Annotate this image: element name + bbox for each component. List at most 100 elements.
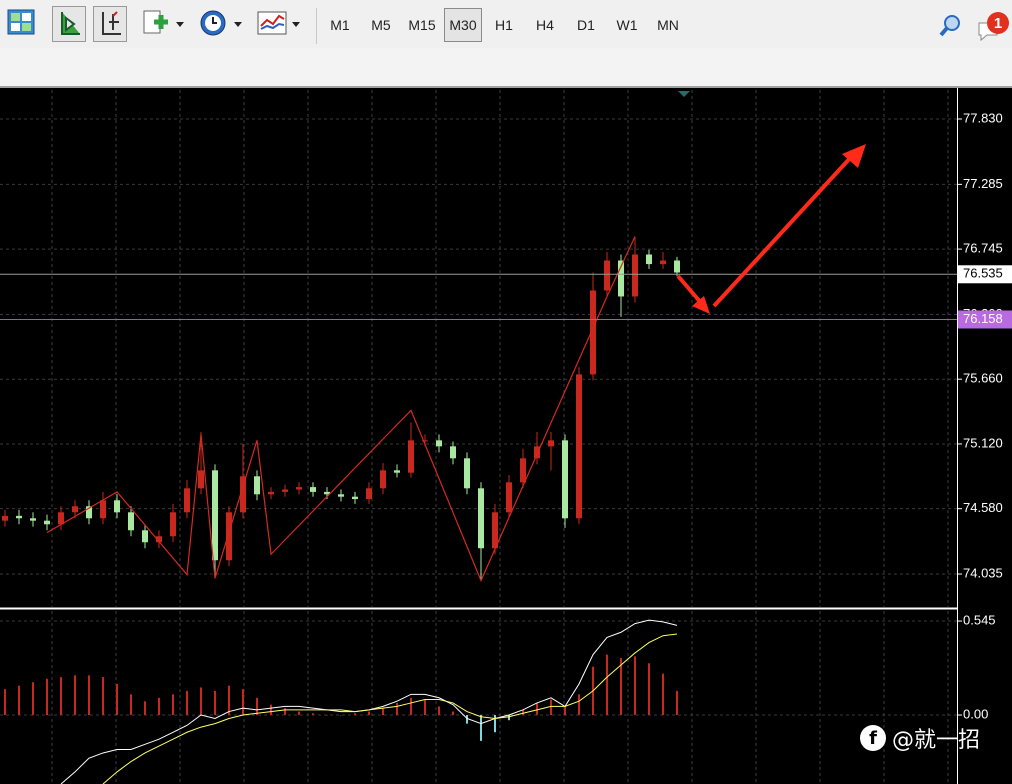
annotation-arrowhead <box>692 296 710 314</box>
candle-body <box>352 496 358 500</box>
candle-body <box>114 500 120 513</box>
candle-body <box>674 260 680 273</box>
y-tick-label: 75.120 <box>963 435 1003 450</box>
histogram-bar <box>144 701 146 716</box>
watermark-text: @就一招 <box>892 728 981 753</box>
candle-body <box>198 470 204 489</box>
candle-body <box>520 458 526 483</box>
timeframe-button[interactable]: H1 <box>495 17 513 33</box>
zigzag-line <box>46 236 636 583</box>
histogram-bar <box>102 677 104 716</box>
chart-bg <box>0 88 1012 784</box>
toolbar: M1 M5 M15 M30 H1 H4 D1 W1 MN 1 <box>0 0 1012 49</box>
notification-badge[interactable]: 1 <box>987 12 1009 34</box>
candle-body <box>422 440 428 442</box>
candle-body <box>310 487 316 492</box>
histogram-bar <box>88 675 90 716</box>
timeframe-button[interactable]: MN <box>657 17 679 33</box>
candle-body <box>646 254 652 265</box>
y-tick-label: 77.830 <box>963 110 1003 125</box>
timeframe-button[interactable]: M5 <box>371 17 391 33</box>
histogram-bar <box>312 713 314 716</box>
timeframe-button[interactable]: M1 <box>330 17 350 33</box>
timeframe-button[interactable]: M30 <box>444 8 482 42</box>
candle-body <box>226 512 232 561</box>
templates-button[interactable] <box>256 8 304 40</box>
histogram-bar <box>270 704 272 716</box>
candle-body <box>618 260 624 297</box>
autoscroll-button[interactable] <box>93 6 127 42</box>
histogram-bar <box>214 690 216 716</box>
search-button[interactable] <box>938 14 964 40</box>
profiles-button[interactable] <box>6 8 36 38</box>
candle-body <box>282 489 288 492</box>
y-tick-label: 77.285 <box>963 176 1003 191</box>
histogram-bar <box>662 673 664 716</box>
histogram-bar <box>396 702 398 716</box>
price-label: 76.535 <box>963 266 1003 281</box>
chart-shift-button[interactable] <box>52 6 86 42</box>
candle-body <box>16 515 22 519</box>
y-tick-label: 0.00 <box>963 706 988 721</box>
annotation-arrow <box>712 154 854 308</box>
candle-body <box>296 487 302 490</box>
candle-body <box>576 374 582 519</box>
histogram-bar <box>18 685 20 716</box>
histogram-bar <box>130 694 132 716</box>
candle-body <box>478 488 484 549</box>
y-tick-label: 76.745 <box>963 241 1003 256</box>
price-label-bg <box>958 265 1012 284</box>
candle-body <box>534 446 540 459</box>
candle-body <box>366 488 372 500</box>
y-tick-label: 75.660 <box>963 371 1003 386</box>
indicator-line <box>102 633 678 784</box>
histogram-bar <box>466 715 468 724</box>
candle-body <box>450 446 456 459</box>
histogram-bar <box>522 709 524 716</box>
candle-body <box>590 290 596 375</box>
candle-body <box>2 515 8 521</box>
histogram-bar <box>550 699 552 716</box>
histogram-bar <box>32 682 34 716</box>
watermark: f @就一招 <box>860 722 980 754</box>
candle-body <box>240 476 246 513</box>
toolbar-band <box>0 48 1012 88</box>
new-indicator-button[interactable] <box>140 8 188 40</box>
histogram-bar <box>46 678 48 716</box>
histogram-bar <box>452 711 454 716</box>
histogram-bar <box>326 715 328 716</box>
candle-body <box>268 491 274 495</box>
histogram-bar <box>438 706 440 716</box>
histogram-bar <box>606 654 608 716</box>
annotation-arrowhead <box>842 144 866 168</box>
histogram-bar <box>354 713 356 716</box>
histogram-bar <box>4 689 6 716</box>
candle-body <box>184 488 190 513</box>
candle-body <box>30 518 36 521</box>
candle-body <box>44 520 50 525</box>
candle-body <box>562 440 568 519</box>
timeframe-button[interactable]: W1 <box>616 17 638 33</box>
histogram-bar <box>410 697 412 716</box>
timeframe-button[interactable]: D1 <box>577 17 595 33</box>
timeframe-button[interactable]: H4 <box>536 17 554 33</box>
histogram-bar <box>382 708 384 716</box>
candle-body <box>338 494 344 497</box>
candle-body <box>436 440 442 447</box>
candle-body <box>128 512 134 531</box>
histogram-bar <box>228 685 230 716</box>
timeframe-bar: M1 M5 M15 M30 H1 H4 D1 W1 MN <box>316 8 690 44</box>
histogram-bar <box>242 689 244 716</box>
histogram-bar <box>172 694 174 716</box>
histogram-bar <box>200 687 202 716</box>
timeframe-button[interactable]: M15 <box>408 17 436 33</box>
shift-marker <box>678 91 690 97</box>
histogram-bar <box>676 690 678 716</box>
periods-button[interactable] <box>198 8 246 40</box>
candle-body <box>100 500 106 519</box>
candle-body <box>464 458 470 489</box>
candle-body <box>72 506 78 513</box>
candle-body <box>492 512 498 549</box>
y-tick-label: 74.580 <box>963 500 1003 515</box>
